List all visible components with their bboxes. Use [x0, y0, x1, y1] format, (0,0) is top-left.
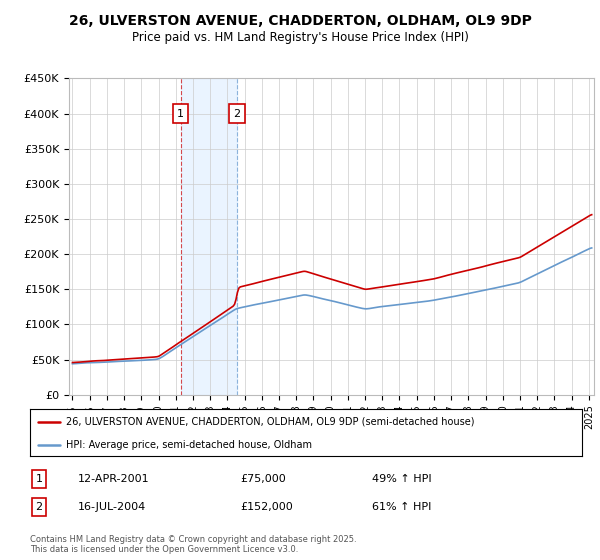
Text: 2: 2	[35, 502, 43, 512]
Text: 16-JUL-2004: 16-JUL-2004	[78, 502, 146, 512]
Text: £75,000: £75,000	[240, 474, 286, 484]
Text: Contains HM Land Registry data © Crown copyright and database right 2025.
This d: Contains HM Land Registry data © Crown c…	[30, 535, 356, 554]
Text: 49% ↑ HPI: 49% ↑ HPI	[372, 474, 431, 484]
Text: 2: 2	[233, 109, 240, 119]
Text: HPI: Average price, semi-detached house, Oldham: HPI: Average price, semi-detached house,…	[66, 440, 312, 450]
Text: 12-APR-2001: 12-APR-2001	[78, 474, 149, 484]
Text: 26, ULVERSTON AVENUE, CHADDERTON, OLDHAM, OL9 9DP: 26, ULVERSTON AVENUE, CHADDERTON, OLDHAM…	[68, 14, 532, 28]
Text: 1: 1	[177, 109, 184, 119]
Text: 1: 1	[35, 474, 43, 484]
Text: 26, ULVERSTON AVENUE, CHADDERTON, OLDHAM, OL9 9DP (semi-detached house): 26, ULVERSTON AVENUE, CHADDERTON, OLDHAM…	[66, 417, 475, 427]
Text: £152,000: £152,000	[240, 502, 293, 512]
Text: Price paid vs. HM Land Registry's House Price Index (HPI): Price paid vs. HM Land Registry's House …	[131, 31, 469, 44]
Text: 61% ↑ HPI: 61% ↑ HPI	[372, 502, 431, 512]
Bar	[181, 78, 236, 395]
